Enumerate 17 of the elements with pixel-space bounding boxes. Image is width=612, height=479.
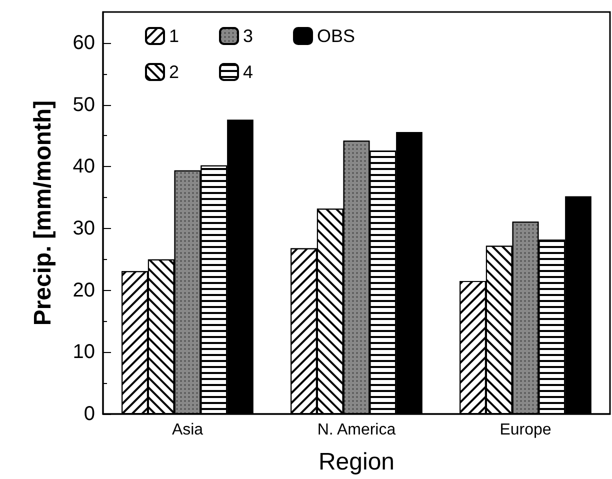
y-axis-title: Precip. [mm/month] — [30, 100, 56, 326]
y-tick-label: 20 — [72, 279, 95, 302]
y-tick-label: 30 — [72, 217, 95, 240]
x-tick-label: Asia — [172, 422, 204, 438]
x-tick-label: N. America — [317, 422, 396, 438]
y-tick-label: 50 — [72, 94, 95, 116]
y-tick-label: 0 — [84, 403, 95, 425]
legend-label: OBS — [317, 26, 356, 46]
x-tick-label: Europe — [500, 422, 552, 438]
y-tick-label: 60 — [72, 32, 95, 54]
legend-label: 4 — [243, 62, 254, 82]
legend-label: 1 — [169, 26, 180, 46]
y-tick-label: 40 — [72, 156, 95, 178]
legend-label: 3 — [243, 26, 254, 46]
legend-label: 2 — [169, 62, 180, 82]
x-axis-title: Region — [318, 448, 395, 476]
y-tick-label: 10 — [72, 341, 95, 364]
